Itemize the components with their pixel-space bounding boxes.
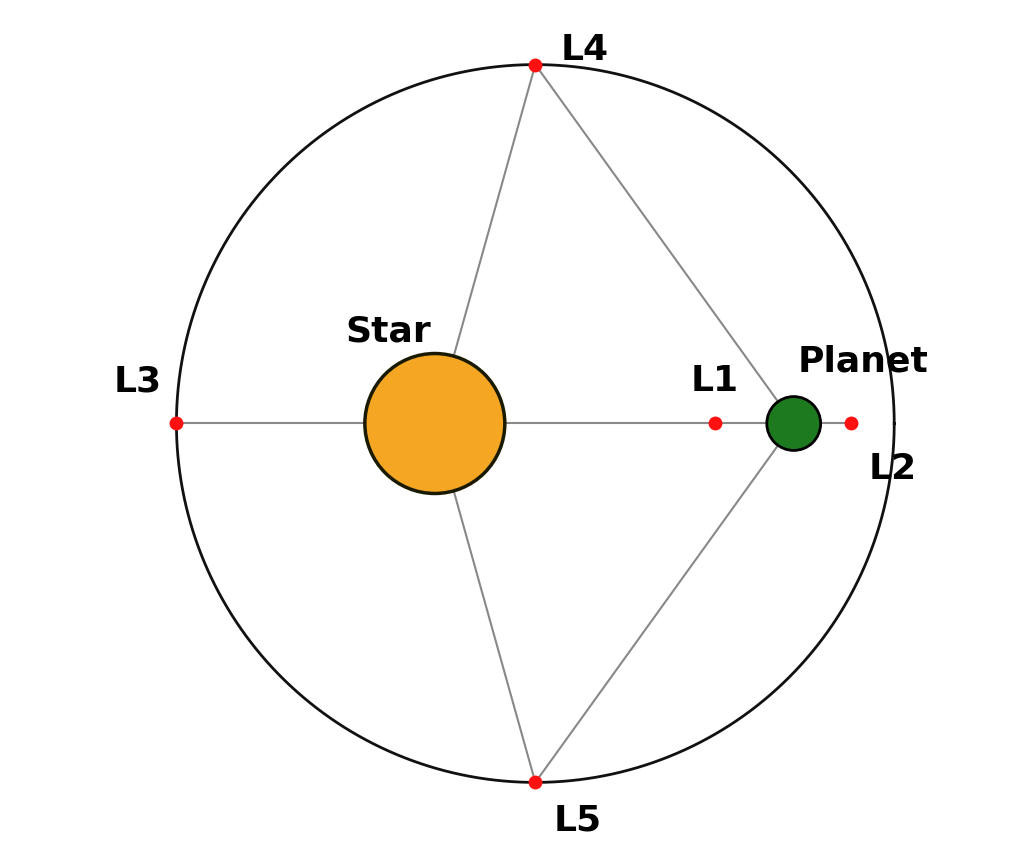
Text: L4: L4 — [560, 33, 608, 67]
Text: L3: L3 — [114, 364, 162, 398]
Circle shape — [365, 353, 505, 494]
Text: Star: Star — [345, 314, 431, 348]
Text: L2: L2 — [869, 452, 918, 486]
Circle shape — [767, 396, 820, 451]
Text: Planet: Planet — [798, 345, 928, 379]
Text: L1: L1 — [691, 364, 739, 398]
Text: L5: L5 — [553, 804, 601, 838]
